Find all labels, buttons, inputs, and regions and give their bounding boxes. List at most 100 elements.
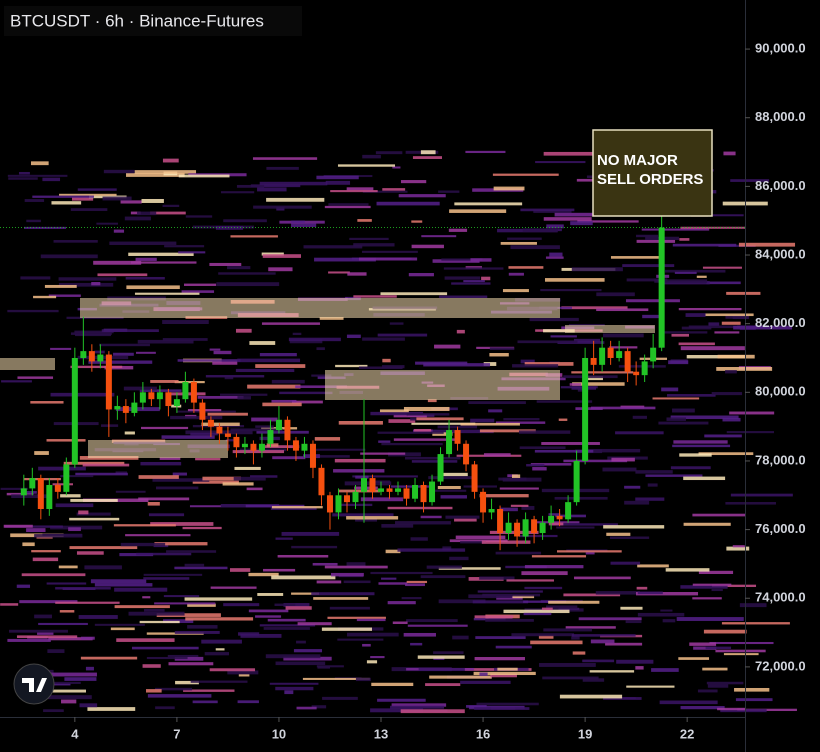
heatmap-streak <box>626 685 675 688</box>
heatmap-streak <box>197 395 244 399</box>
candle-body <box>471 464 478 492</box>
heatmap-streak <box>423 363 491 367</box>
heatmap-streak <box>406 413 450 416</box>
heatmap-streak <box>293 649 323 653</box>
candle-body <box>241 443 248 448</box>
annotation-box <box>592 129 713 217</box>
heatmap-streak <box>370 411 424 416</box>
candle-body <box>63 464 70 492</box>
heatmap-streak <box>344 481 392 486</box>
heatmap-streak <box>470 258 492 262</box>
heatmap-streak <box>609 346 638 349</box>
heatmap-streak <box>725 315 748 319</box>
heatmap-streak <box>679 453 712 457</box>
heatmap-streak <box>734 687 770 692</box>
heatmap-streak <box>401 597 422 600</box>
heatmap-streak <box>8 177 38 180</box>
heatmap-streak <box>680 585 728 589</box>
heatmap-streak <box>261 322 320 325</box>
heatmap-streak <box>452 635 469 640</box>
heatmap-streak <box>275 686 314 691</box>
heatmap-streak <box>582 678 605 682</box>
heatmap-streak <box>216 282 280 287</box>
heatmap-streak <box>533 210 572 213</box>
heatmap-streak <box>72 197 94 201</box>
heatmap-streak <box>38 466 86 471</box>
y-tick-label: 90,000.0 <box>755 41 806 56</box>
heatmap-streak <box>665 568 710 572</box>
heatmap-streak <box>175 680 199 685</box>
heatmap-streak <box>84 565 122 570</box>
heatmap-streak <box>291 545 338 549</box>
candle-body <box>412 484 419 499</box>
heatmap-streak <box>125 276 165 280</box>
heatmap-streak <box>483 453 511 457</box>
heatmap-streak <box>418 667 465 671</box>
heatmap-streak <box>303 245 363 249</box>
heatmap-streak <box>53 240 98 243</box>
heatmap-streak <box>192 480 239 484</box>
annotation-text: SELL ORDERS <box>597 171 703 188</box>
heatmap-streak <box>433 651 464 654</box>
heatmap-streak <box>493 186 525 191</box>
candle-body <box>437 454 444 482</box>
heatmap-streak <box>390 485 432 488</box>
candle-body <box>182 382 189 400</box>
heatmap-streak <box>116 638 175 642</box>
heatmap-streak <box>661 331 708 334</box>
heatmap-streak <box>297 622 332 626</box>
heatmap-streak <box>316 175 359 180</box>
heatmap-streak <box>18 171 30 175</box>
heatmap-streak <box>4 525 63 528</box>
heatmap-streak <box>34 534 83 538</box>
heatmap-streak <box>502 289 529 293</box>
heatmap-streak <box>9 629 68 633</box>
heatmap-streak <box>148 513 185 517</box>
heatmap-streak <box>410 642 423 646</box>
heatmap-streak <box>267 618 306 622</box>
heatmap-streak <box>265 654 321 659</box>
heatmap-streak <box>16 584 31 588</box>
heatmap-streak <box>702 266 742 269</box>
heatmap-streak <box>726 291 761 295</box>
heatmap-streak <box>152 478 210 482</box>
heatmap-streak <box>156 613 221 617</box>
heatmap-streak <box>474 657 525 661</box>
heatmap-streak <box>508 266 544 269</box>
heatmap-streak <box>392 621 408 625</box>
heatmap-streak <box>184 283 217 286</box>
heatmap-streak <box>338 489 380 493</box>
candle-body <box>301 443 308 451</box>
heatmap-streak <box>317 666 331 669</box>
heatmap-streak <box>541 442 600 445</box>
heatmap-streak <box>381 524 414 528</box>
heatmap-streak <box>138 497 190 501</box>
heatmap-streak <box>387 601 416 605</box>
heatmap-streak <box>187 603 216 607</box>
heatmap-streak <box>472 600 529 604</box>
heatmap-streak <box>79 703 98 708</box>
heatmap-streak <box>524 362 574 366</box>
heatmap-streak <box>565 626 616 629</box>
heatmap-streak <box>337 638 384 641</box>
heatmap-streak <box>319 455 350 458</box>
heatmap-streak <box>218 272 276 275</box>
heatmap-streak <box>263 445 300 449</box>
heatmap-streak <box>64 677 97 681</box>
heatmap-streak <box>33 295 57 299</box>
candle-body <box>641 361 648 376</box>
heatmap-streak <box>721 321 741 325</box>
heatmap-streak <box>550 335 577 338</box>
heatmap-streak <box>362 154 381 159</box>
heatmap-streak <box>726 546 750 551</box>
heatmap-streak <box>521 505 535 510</box>
heatmap-streak <box>678 657 710 660</box>
heatmap-streak <box>683 522 731 526</box>
heatmap-streak <box>563 375 618 379</box>
candle-body <box>360 478 367 492</box>
heatmap-streak <box>460 422 520 426</box>
heatmap-streak <box>729 411 775 415</box>
heatmap-streak <box>589 670 635 673</box>
heatmap-streak <box>283 603 310 607</box>
candle-body <box>650 347 657 362</box>
